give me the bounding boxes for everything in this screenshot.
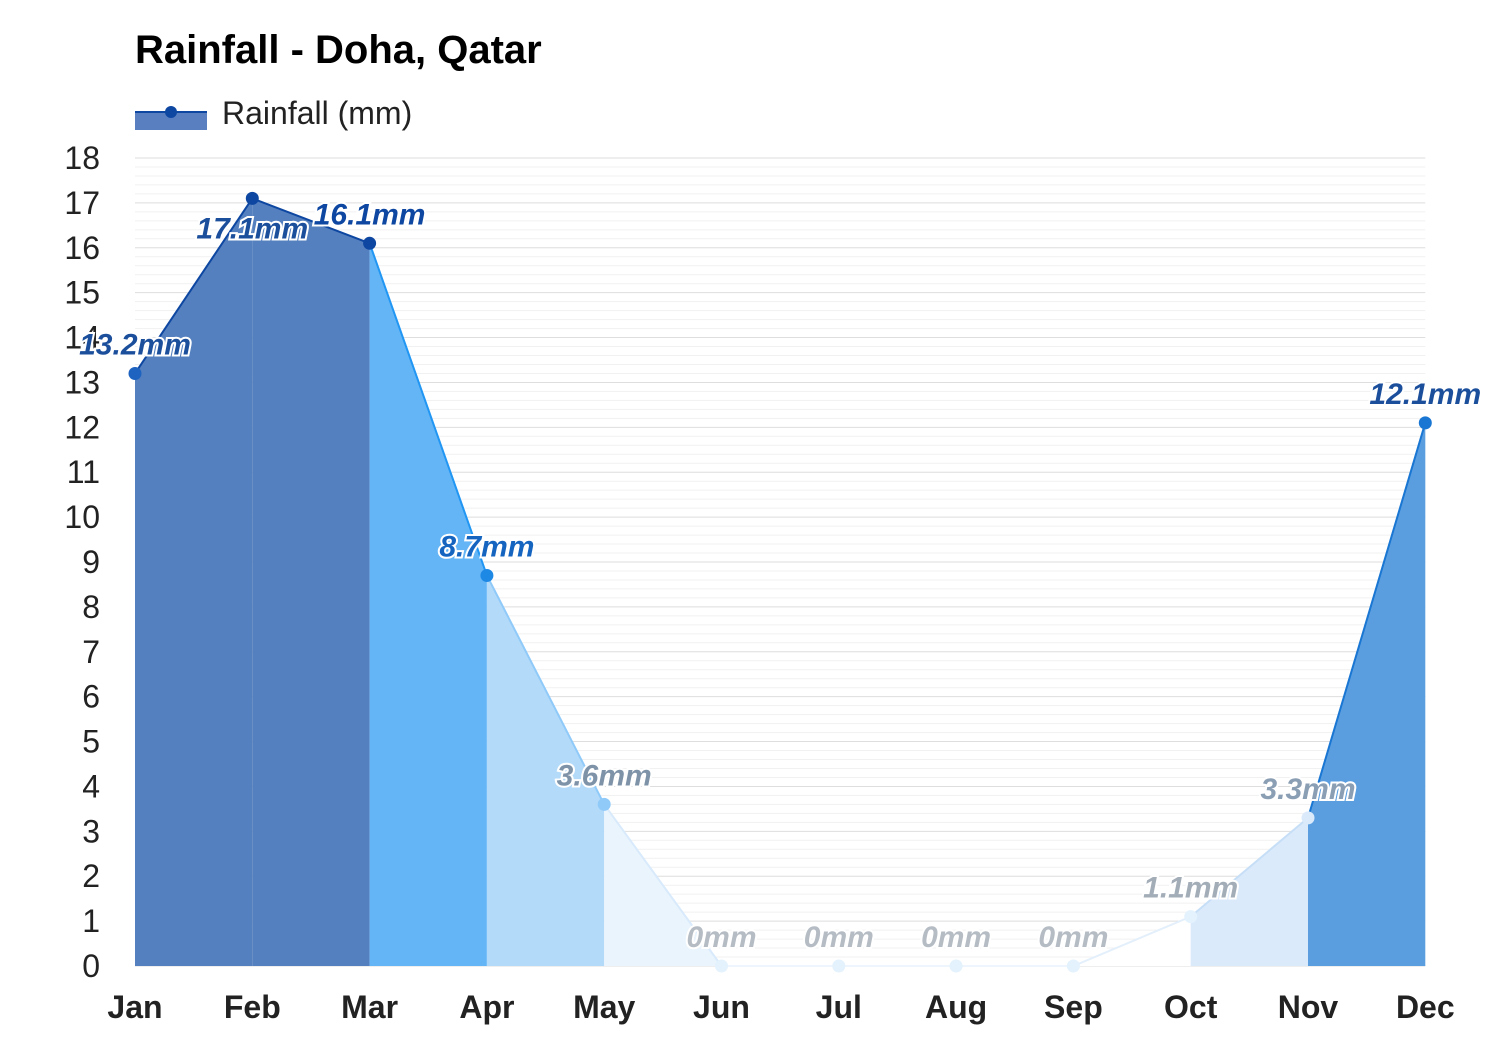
- y-tick-label: 0: [82, 948, 100, 984]
- y-tick-label: 13: [64, 364, 100, 400]
- data-point-sep: [1066, 959, 1080, 973]
- x-tick-label: Feb: [224, 989, 281, 1025]
- area-segment-jan: [135, 198, 253, 966]
- data-label-nov: 3.3mm: [1260, 773, 1355, 806]
- data-point-aug: [949, 959, 963, 973]
- y-tick-label: 11: [67, 454, 100, 490]
- data-point-apr: [480, 568, 494, 582]
- x-axis-ticks: Jan Feb Mar Apr May Jun Jul Aug Sep Oct Nov Dec: [107, 989, 1454, 1025]
- x-tick-label: Mar: [341, 989, 398, 1025]
- x-tick-label: Sep: [1044, 989, 1103, 1025]
- x-tick-label: Oct: [1164, 989, 1218, 1025]
- data-label-jul: 0mm: [804, 921, 874, 954]
- x-tick-label: Apr: [459, 989, 514, 1025]
- y-tick-label: 8: [82, 589, 100, 625]
- y-tick-label: 3: [82, 813, 100, 849]
- y-tick-label: 2: [82, 858, 100, 894]
- data-point-jul: [832, 959, 846, 973]
- series-line-segment: [368, 242, 488, 576]
- area-segment-apr: [486, 575, 605, 966]
- y-tick-label: 14: [64, 320, 100, 356]
- data-point-oct: [1184, 910, 1198, 924]
- y-tick-label: 17: [64, 185, 100, 221]
- series-line-segment: [1307, 422, 1427, 819]
- y-tick-label: 6: [82, 679, 100, 715]
- legend-marker: [165, 106, 177, 118]
- data-labels: 13.2mm 17.1mm 16.1mm 8.7mm 3.6mm 0mm 0mm 0mm 0mm…: [77, 196, 1483, 956]
- data-label-aug: 0mm: [921, 921, 991, 954]
- area-segment-oct: [1190, 817, 1308, 966]
- y-tick-label: 12: [64, 409, 100, 445]
- legend: Rainfall (mm): [135, 95, 412, 131]
- legend-swatch: [135, 111, 207, 130]
- series-line-segment: [603, 803, 723, 967]
- y-tick-label: 1: [82, 903, 100, 939]
- series-line-segment: [134, 197, 254, 375]
- y-tick-label: 10: [64, 499, 100, 535]
- x-tick-label: Nov: [1278, 989, 1339, 1025]
- data-point-feb: [245, 191, 259, 205]
- data-label-apr: 8.7mm: [439, 530, 534, 563]
- data-point-jun: [715, 959, 728, 973]
- area-segments: [134, 197, 1427, 967]
- y-tick-label: 5: [82, 724, 100, 760]
- series-line-segment: [251, 197, 370, 245]
- legend-label: Rainfall (mm): [222, 95, 412, 131]
- x-tick-label: Aug: [925, 989, 987, 1025]
- x-tick-label: May: [573, 989, 635, 1025]
- x-tick-label: Jan: [107, 989, 162, 1025]
- series-line-segment: [1190, 817, 1309, 918]
- y-tick-label: 7: [82, 634, 100, 670]
- data-label-sep: 0mm: [1038, 921, 1108, 954]
- data-point-mar: [363, 236, 377, 250]
- data-point-dec: [1418, 416, 1432, 430]
- series-line-segment: [486, 575, 606, 805]
- y-tick-label: 4: [82, 768, 100, 804]
- chart-title: Rainfall - Doha, Qatar: [135, 28, 542, 72]
- x-tick-label: Jun: [693, 989, 750, 1025]
- area-segment-feb: [252, 198, 370, 966]
- x-tick-label: Jul: [816, 989, 862, 1025]
- data-label-feb: 17.1mm: [196, 212, 308, 245]
- data-point-jan: [128, 366, 142, 380]
- data-point-may: [597, 797, 611, 811]
- data-label-dec: 12.1mm: [1369, 378, 1481, 411]
- data-points: [128, 191, 1432, 973]
- data-label-jan: 13.2mm: [79, 328, 191, 361]
- data-label-may: 3.6mm: [557, 759, 652, 792]
- data-label-jun: 0mm: [686, 921, 756, 954]
- data-point-nov: [1301, 811, 1315, 825]
- area-segment-nov: [1308, 422, 1426, 966]
- data-label-oct: 1.1mm: [1143, 872, 1238, 905]
- area-segment-mar: [369, 243, 487, 967]
- y-tick-label: 15: [64, 275, 100, 311]
- x-tick-label: Dec: [1396, 989, 1455, 1025]
- y-tick-label: 16: [64, 230, 100, 266]
- y-tick-label: 18: [64, 140, 100, 176]
- data-label-mar: 16.1mm: [314, 198, 426, 231]
- series-line-segment: [1073, 915, 1192, 967]
- y-tick-label: 9: [82, 544, 100, 580]
